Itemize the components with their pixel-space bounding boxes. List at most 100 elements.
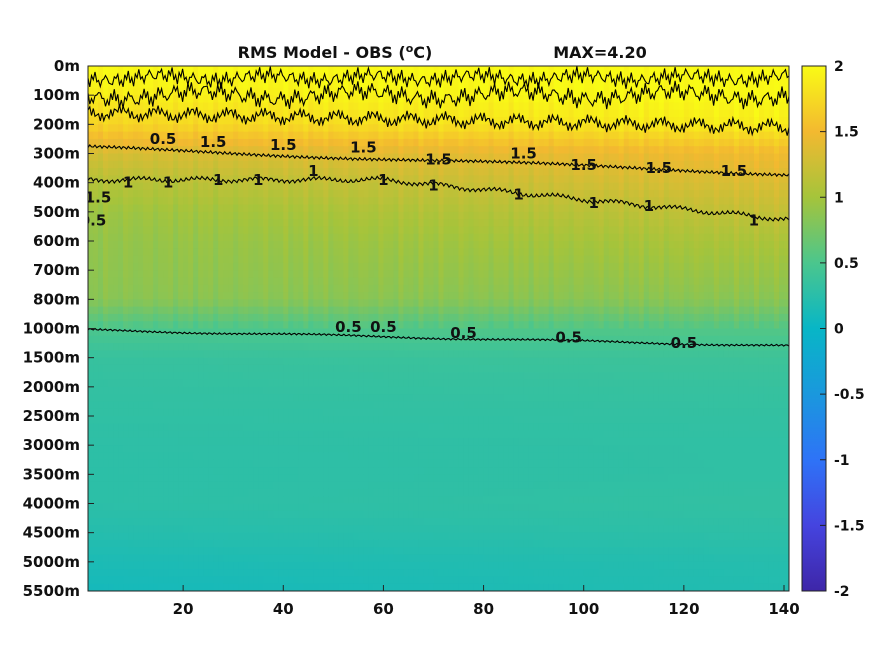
heatmap-cell (608, 197, 615, 206)
heatmap-cell (88, 284, 94, 293)
heatmap-cell (603, 80, 610, 89)
heatmap-cell (133, 313, 139, 322)
heatmap-cell (408, 138, 415, 147)
heatmap-cell (703, 255, 710, 264)
heatmap-cell (723, 124, 730, 133)
heatmap-cell (598, 124, 605, 133)
heatmap-cell (448, 189, 455, 198)
heatmap-cell (613, 248, 620, 257)
heatmap-cell (783, 189, 789, 198)
heatmap-cell (633, 255, 640, 264)
heatmap-cell (123, 248, 129, 257)
heatmap-cell (728, 109, 735, 118)
heatmap-cell (563, 87, 570, 96)
heatmap-cell (468, 211, 475, 220)
heatmap-cell (488, 233, 495, 242)
heatmap-cell (118, 306, 124, 315)
heatmap-cell (488, 204, 495, 213)
heatmap-cell (453, 299, 460, 308)
heatmap-cell (758, 248, 765, 257)
heatmap-cell (408, 306, 415, 315)
heatmap-cell (368, 262, 375, 271)
heatmap-cell (223, 109, 229, 118)
heatmap-cell (563, 306, 570, 315)
heatmap-cell (248, 299, 254, 308)
heatmap-cell (753, 102, 760, 111)
heatmap-cell (588, 241, 595, 249)
heatmap-cell (728, 277, 735, 286)
heatmap-cell (433, 182, 440, 191)
heatmap-cell (538, 168, 545, 176)
heatmap-cell (608, 153, 615, 162)
heatmap-cell (768, 211, 775, 220)
heatmap-cell (713, 248, 720, 257)
heatmap-cell (103, 197, 109, 206)
heatmap-cell (518, 306, 525, 315)
heatmap-cell (233, 175, 239, 184)
heatmap-cell (728, 313, 735, 322)
heatmap-cell (118, 175, 124, 184)
heatmap-cell (513, 117, 520, 125)
heatmap-cell (578, 233, 585, 242)
heatmap-cell (103, 168, 109, 176)
heatmap-cell (523, 277, 530, 286)
heatmap-cell (698, 102, 705, 111)
heatmap-cell (358, 292, 364, 300)
heatmap-cell (638, 80, 645, 89)
heatmap-cell (633, 262, 640, 271)
heatmap-cell (483, 262, 490, 271)
heatmap-cell (308, 197, 314, 206)
heatmap-cell (778, 73, 785, 82)
heatmap-cell (268, 299, 274, 308)
heatmap-cell (478, 204, 485, 213)
heatmap-cell (448, 226, 455, 235)
heatmap-cell (128, 277, 134, 286)
heatmap-cell (473, 66, 480, 74)
heatmap-cell (338, 262, 344, 271)
heatmap-cell (648, 146, 655, 155)
heatmap-cell (503, 284, 510, 293)
heatmap-cell (663, 270, 670, 279)
heatmap-cell (743, 219, 750, 228)
heatmap-cell (638, 66, 645, 74)
heatmap-cell (423, 95, 430, 104)
heatmap-cell (543, 80, 550, 89)
heatmap-cell (638, 270, 645, 279)
heatmap-cell (378, 270, 385, 279)
heatmap-cell (258, 248, 264, 257)
heatmap-cell (533, 270, 540, 279)
heatmap-cell (298, 241, 304, 249)
heatmap-cell (408, 248, 415, 257)
heatmap-cell (663, 168, 670, 176)
heatmap-cell (148, 299, 154, 308)
heatmap-cell (438, 262, 445, 271)
heatmap-cell (343, 306, 349, 315)
heatmap-cell (198, 124, 204, 133)
heatmap-cell (698, 117, 705, 125)
heatmap-cell (98, 299, 104, 308)
heatmap-cell (403, 204, 410, 213)
heatmap-cell (713, 306, 720, 315)
heatmap-cell (698, 248, 705, 257)
heatmap-cell (278, 182, 284, 191)
heatmap-cell (203, 153, 209, 162)
heatmap-cell (573, 109, 580, 118)
heatmap-cell (613, 87, 620, 96)
heatmap-cell (98, 109, 104, 118)
heatmap-cell (733, 248, 740, 257)
heatmap-cell (173, 87, 179, 96)
heatmap-cell (423, 87, 430, 96)
heatmap-cell (688, 124, 695, 133)
heatmap-cell (368, 306, 375, 315)
heatmap-cell (588, 255, 595, 264)
heatmap-cell (363, 226, 369, 235)
heatmap-cell (138, 131, 144, 140)
heatmap-cell (668, 102, 675, 111)
heatmap-cell (543, 270, 550, 279)
heatmap-cell (623, 292, 630, 300)
heatmap-cell (643, 255, 650, 264)
heatmap-cell (633, 109, 640, 118)
heatmap-cell (603, 95, 610, 104)
heatmap-cell (518, 175, 525, 184)
heatmap-cell (713, 211, 720, 220)
